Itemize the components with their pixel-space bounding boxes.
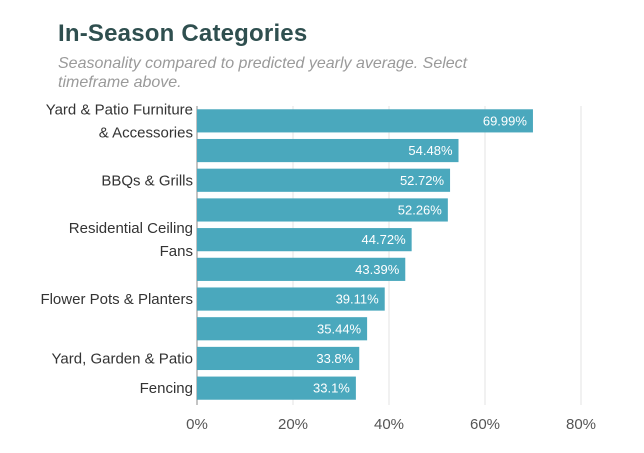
x-tick-label: 60% bbox=[470, 416, 500, 433]
bar-value-label: 39.11% bbox=[336, 292, 380, 307]
x-tick-label: 0% bbox=[186, 416, 208, 433]
bar bbox=[197, 287, 385, 311]
bar-value-label: 35.44% bbox=[317, 321, 362, 336]
x-tick-label: 80% bbox=[566, 416, 596, 433]
bar bbox=[197, 138, 459, 163]
x-axis-tick-labels: 0% 20% 40% 60% 80% bbox=[186, 416, 596, 433]
bar bbox=[197, 257, 406, 281]
category-labels: Yard & Patio Furniture & Accessories BBQs … bbox=[40, 101, 193, 397]
bar-value-label: 69.99% bbox=[483, 113, 528, 128]
category-label: Yard & Patio Furniture & Accessories bbox=[46, 101, 193, 141]
category-label: Residential Ceiling Fans bbox=[69, 220, 193, 260]
bar-value-label: 33.1% bbox=[313, 381, 350, 396]
bar bbox=[197, 198, 448, 222]
bar bbox=[197, 376, 356, 400]
x-tick-label: 20% bbox=[278, 416, 308, 433]
bar bbox=[197, 346, 360, 371]
bar bbox=[197, 317, 368, 341]
bar-value-label: 43.39% bbox=[355, 262, 400, 277]
bar-value-label: 52.26% bbox=[398, 202, 443, 217]
category-label: BBQs & Grills bbox=[101, 172, 193, 189]
bar bbox=[197, 168, 451, 192]
bar-value-label: 44.72% bbox=[362, 232, 407, 247]
bar bbox=[197, 228, 412, 252]
bars: 69.99% 54.48% 52.72% 52.26% 44.72% 43.39% 39.1… bbox=[197, 109, 533, 400]
category-label: Yard, Garden & Patio bbox=[52, 350, 193, 367]
x-tick-label: 40% bbox=[374, 416, 404, 433]
bar-value-label: 52.72% bbox=[400, 173, 445, 188]
chart-subtitle: Seasonality compared to predicted yearly… bbox=[58, 55, 468, 91]
bar-value-label: 33.8% bbox=[316, 351, 353, 366]
chart-title: In-Season Categories bbox=[58, 20, 308, 47]
category-label: Fencing bbox=[140, 380, 193, 397]
category-label: Flower Pots & Planters bbox=[40, 291, 193, 308]
bar-value-label: 54.48% bbox=[408, 143, 453, 158]
bar bbox=[197, 109, 533, 133]
